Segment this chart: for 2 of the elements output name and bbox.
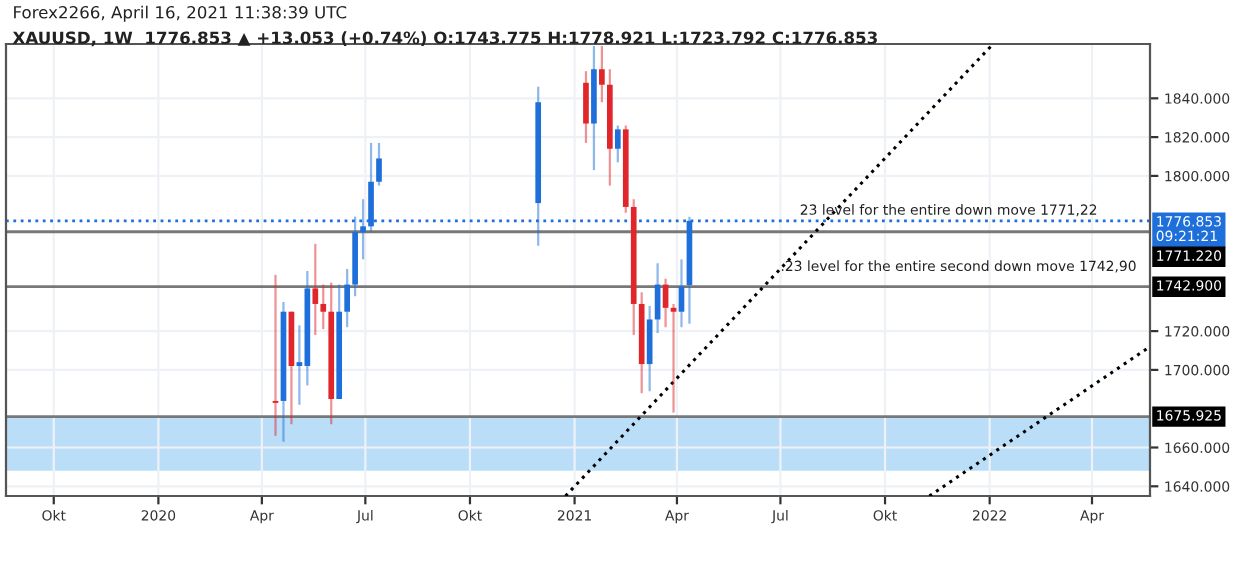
chart-title: Forex2266, April 16, 2021 11:38:39 UTC <box>14 5 347 22</box>
chart-subtitle: XAUUSD, 1W 1776.853 ▲ +13.053 (+0.74%) O:1743.775 H:1778.921 L:1723.792 C:1776.853 <box>12 31 877 47</box>
